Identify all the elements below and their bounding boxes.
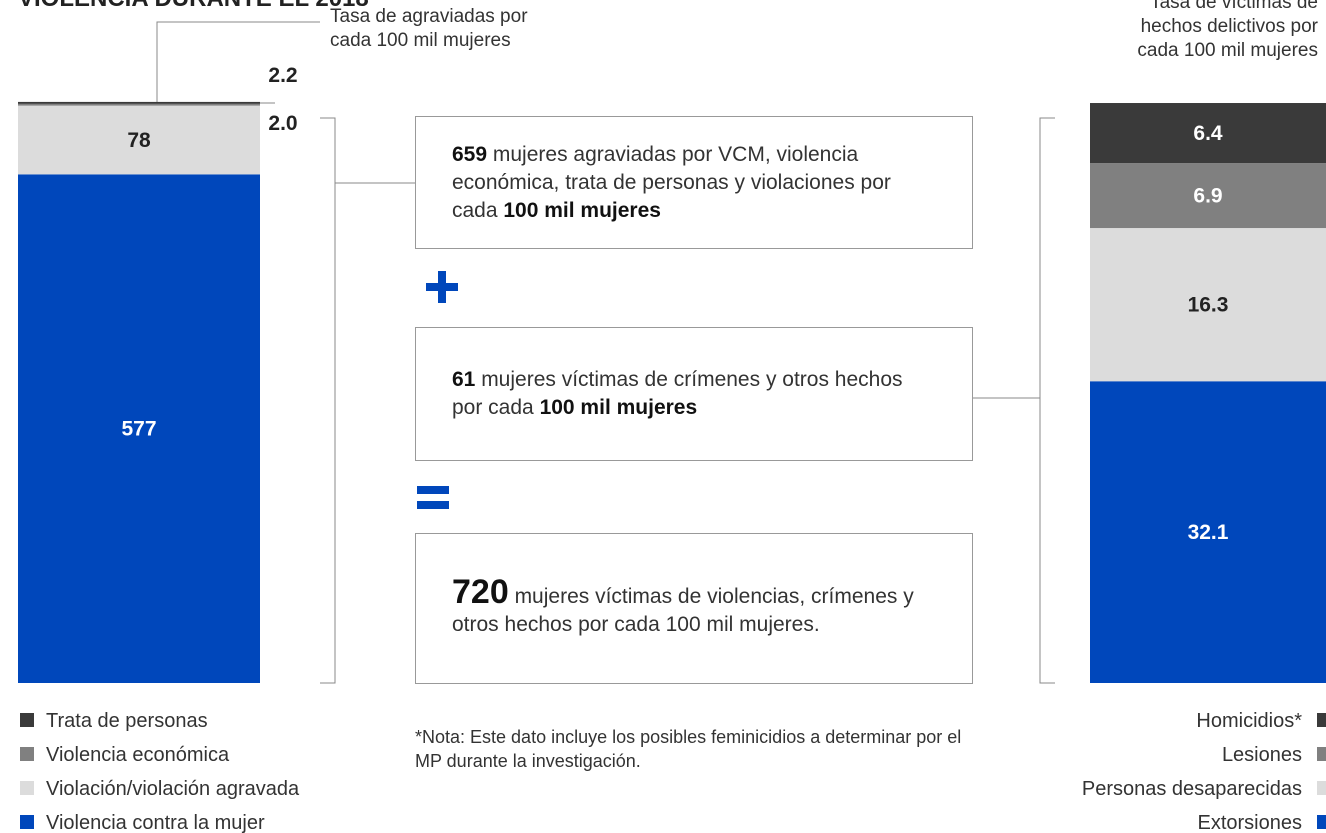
bar-segment: [1090, 163, 1326, 229]
legend-label: Extorsiones: [1198, 812, 1303, 833]
legend-swatch: [1317, 815, 1326, 829]
value-label: 6.9: [1193, 185, 1222, 208]
legend-swatch: [1317, 747, 1326, 761]
title: VIOLENCIA DURANTE EL 2018: [18, 0, 369, 12]
text: mujeres víctimas de violencias, crímenes…: [452, 585, 914, 636]
legend-label: Trata de personas: [46, 710, 208, 732]
bar-segment: [1090, 103, 1326, 164]
value-label: 2.2: [268, 64, 297, 87]
axis-label: Tasa de víctimas de: [1150, 0, 1318, 13]
equals-sign: [417, 486, 449, 494]
equals-sign: [417, 501, 449, 509]
legend-label: Homicidios*: [1196, 710, 1302, 732]
value-label: 2.0: [268, 112, 297, 135]
value-label: 6.4: [1193, 122, 1223, 145]
legend-label: Lesiones: [1222, 744, 1302, 766]
value-label: 16.3: [1188, 294, 1229, 317]
text-box: 720 mujeres víctimas de violencias, crím…: [415, 533, 973, 684]
legend-swatch: [1317, 713, 1326, 727]
legend-swatch: [20, 815, 34, 829]
legend-label: Violencia contra la mujer: [46, 812, 265, 833]
bar-segment: [18, 103, 260, 106]
bar-segment: [18, 105, 260, 175]
text-box: 61 mujeres víctimas de crímenes y otros …: [415, 327, 973, 461]
bold-text: 659: [452, 142, 488, 166]
axis-label: hechos delictivos por: [1141, 16, 1319, 37]
bracket: [973, 117, 1055, 684]
bold-text: 100 mil mujeres: [503, 198, 661, 222]
bar-segment: [18, 174, 260, 683]
bold-text: 720: [452, 573, 509, 611]
value-label: 78: [127, 129, 151, 152]
legend-swatch: [20, 713, 34, 727]
legend-swatch: [1317, 781, 1326, 795]
axis-label: Tasa de agraviadas por: [330, 6, 528, 27]
value-label: 32.1: [1188, 521, 1229, 544]
axis-label: cada 100 mil mujeres: [330, 30, 511, 51]
legend-label: Violencia económica: [46, 744, 230, 766]
bar-segment: [1090, 381, 1326, 683]
bold-text: 61: [452, 368, 476, 391]
bracket: [320, 117, 415, 684]
axis-label: cada 100 mil mujeres: [1137, 40, 1318, 61]
legend-swatch: [20, 781, 34, 795]
value-label: 577: [121, 418, 156, 441]
legend-label: Personas desaparecidas: [1082, 778, 1302, 800]
note: *Nota: Este dato incluye los posibles fe…: [415, 727, 962, 771]
plus-sign: [426, 271, 458, 303]
text: mujeres agraviadas por VCM, violencia ec…: [452, 142, 891, 222]
bar-segment: [1090, 228, 1326, 382]
text-box: 659 mujeres agraviadas por VCM, violenci…: [415, 116, 973, 249]
annotation-line: [156, 21, 320, 102]
legend-label: Violación/violación agravada: [46, 778, 300, 800]
legend-swatch: [20, 747, 34, 761]
bar-segment: [18, 101, 260, 104]
bold-text: 100 mil mujeres: [539, 396, 698, 419]
text: mujeres víctimas de crímenes y otros hec…: [452, 368, 903, 419]
